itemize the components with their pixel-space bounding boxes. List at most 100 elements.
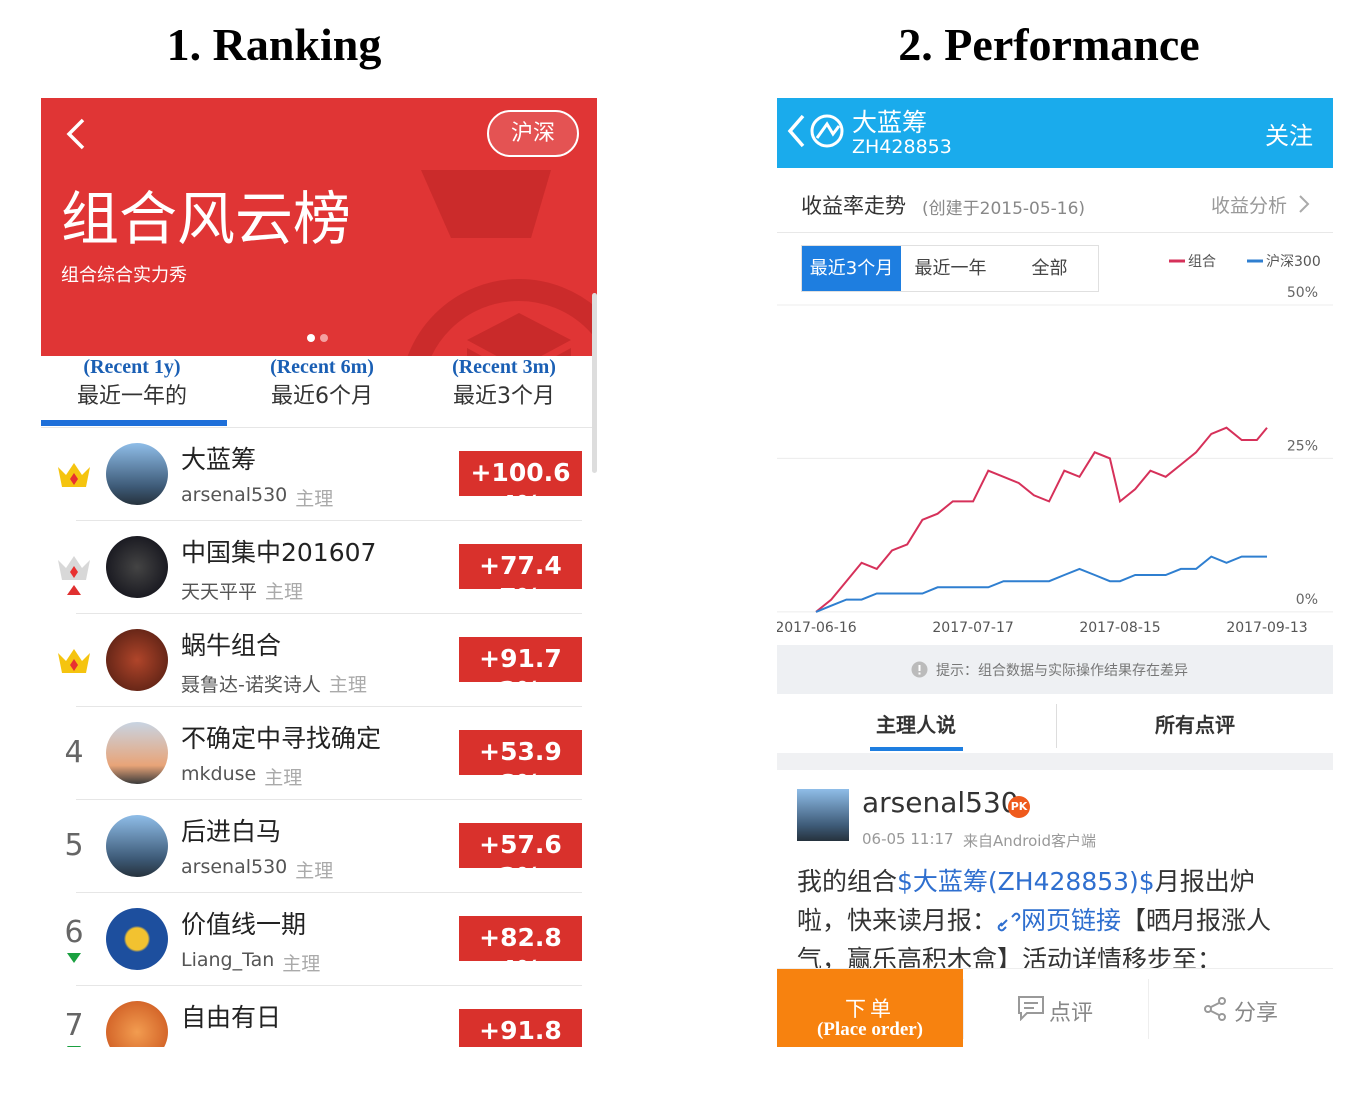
info-icon xyxy=(911,661,928,678)
section-title: 收益率走势 xyxy=(801,194,906,218)
rank-number: 5 xyxy=(64,828,84,863)
range-tab[interactable]: 最近一年 xyxy=(914,258,987,279)
post-text-segment: 【晒月报涨人气，赢乐高积木盒】活动详情移步至： xyxy=(797,906,1272,972)
heading: 2. Performance xyxy=(898,19,1200,70)
portfolio-name: 大蓝筹 xyxy=(181,445,257,474)
manager-name: arsenal530 xyxy=(181,856,288,878)
ranking-tab[interactable]: (Recent 3m) 最近3个月 xyxy=(411,356,597,420)
comment-tab[interactable]: 主理人说 xyxy=(876,713,956,737)
divider xyxy=(41,427,597,428)
range-tabs: 最近3个月 最近一年 全部 xyxy=(801,245,1099,292)
notice-bar: 提示：组合数据与实际操作结果存在差异 xyxy=(777,645,1333,694)
ranking-row[interactable]: 4 不确定中寻找确定 mkduse 主理 +53.98% xyxy=(41,707,597,800)
heading: 1. Ranking xyxy=(166,19,382,70)
series-line xyxy=(815,426,1268,613)
tab-label-en: (Recent 6m) xyxy=(270,356,374,378)
ranking-row[interactable]: 7 自由有日 +91.80% xyxy=(41,986,597,1047)
hero-banner: 沪深 组合风云榜 组合综合实力秀 xyxy=(41,98,597,356)
row-divider xyxy=(76,613,582,614)
comment-icon xyxy=(1018,996,1044,1021)
back-icon[interactable] xyxy=(787,114,805,148)
rank-number: 7 xyxy=(64,1008,84,1043)
post-text-segment: 月报出炉啦，快来读月报： xyxy=(797,867,1255,935)
row-divider xyxy=(76,799,582,800)
row-divider xyxy=(76,985,582,986)
link-shape xyxy=(997,912,1021,932)
notice-text: 提示：组合数据与实际操作结果存在差异 xyxy=(936,663,1188,679)
manager-name: Liang_Tan xyxy=(181,949,275,971)
crown-gem xyxy=(70,566,78,578)
change-badge: +91.72% xyxy=(459,637,582,682)
tab-indicator xyxy=(870,747,963,751)
x-tick-label: 2017-09-13 xyxy=(1226,620,1307,636)
share-icon xyxy=(1204,997,1226,1021)
header-icons xyxy=(787,114,844,148)
portfolio-code: ZH428853 xyxy=(852,136,952,158)
hero-title: 组合风云榜 xyxy=(61,185,352,253)
comment-button[interactable]: 点评 xyxy=(1049,1001,1094,1026)
row-divider xyxy=(76,892,582,893)
section-header: 收益率走势 (创建于2015-05-16) 收益分析 xyxy=(777,168,1333,233)
ranking-row[interactable]: 大蓝筹 arsenal530 主理 +100.64% xyxy=(41,428,597,521)
author-name[interactable]: arsenal530 xyxy=(862,786,1019,819)
ranking-row[interactable]: 5 后进白马 arsenal530 主理 +57.62% xyxy=(41,800,597,893)
trend-arrow xyxy=(67,953,81,963)
order-button[interactable]: 下单 (Place order) xyxy=(777,969,963,1047)
tab-label: 最近一年的 xyxy=(76,384,187,409)
crown-gem xyxy=(70,473,78,485)
post-source: 来自Android客户端 xyxy=(963,832,1096,850)
performance-screen: 大蓝筹 ZH428853 关注 收益率走势 (创建于2015-05-16) 收益… xyxy=(777,98,1333,1047)
portfolio-name: 蜗牛组合 xyxy=(181,631,282,660)
manager-role: 主理 xyxy=(328,674,367,696)
crown-gem xyxy=(70,659,78,671)
analysis-link[interactable]: 收益分析 xyxy=(1210,195,1287,217)
author-avatar xyxy=(797,789,849,841)
tab-label: 最近3个月 xyxy=(453,384,555,409)
manager-name: 天天平平 xyxy=(181,581,258,603)
manager-role: 主理 xyxy=(282,953,321,975)
portfolio-name: 大蓝筹 xyxy=(852,108,928,137)
scrollbar xyxy=(592,293,597,473)
range-tab[interactable]: 全部 xyxy=(1031,258,1068,279)
avatar xyxy=(106,1001,168,1047)
ranking-row[interactable]: 6 价值线一期 Liang_Tan 主理 +82.84% xyxy=(41,893,597,986)
crown-icon xyxy=(58,649,90,673)
ranking-tab[interactable]: (Recent 1y) 最近一年的 xyxy=(41,356,225,420)
manager-role: 主理 xyxy=(295,488,334,510)
avatar xyxy=(106,443,168,505)
separator xyxy=(777,753,1333,770)
avatar xyxy=(106,722,168,784)
range-tab[interactable]: 最近3个月 xyxy=(802,246,901,291)
portfolio-name: 自由有日 xyxy=(181,1003,282,1032)
comment-tab[interactable]: 所有点评 xyxy=(1155,713,1235,737)
post-link[interactable]: 网页链接 xyxy=(1021,906,1122,935)
post-text: 我的组合$大蓝筹(ZH428853)$月报出炉啦，快来读月报： 网页链接【晒月报涨… xyxy=(797,862,1297,972)
change-badge: +91.80% xyxy=(459,1009,582,1047)
share-button[interactable]: 分享 xyxy=(1234,1001,1279,1026)
manager-name: 聂鲁达-诺奖诗人 xyxy=(181,674,321,696)
portfolio-name: 不确定中寻找确定 xyxy=(181,724,382,753)
portfolio-name: 中国集中201607 xyxy=(181,538,377,567)
post-link[interactable]: $大蓝筹(ZH428853)$ xyxy=(897,867,1155,896)
tab-indicator xyxy=(41,420,227,426)
market-button[interactable]: 沪深 xyxy=(487,110,579,157)
pk-badge: PK xyxy=(1008,796,1030,818)
crown-icon xyxy=(58,463,90,487)
divider xyxy=(1056,704,1057,748)
post-text-segment: 我的组合 xyxy=(797,867,898,896)
rank-number: 4 xyxy=(64,735,84,770)
x-tick-label: 2017-06-16 xyxy=(777,620,857,636)
hero-subtitle: 组合综合实力秀 xyxy=(61,265,187,286)
order-label: 下单 xyxy=(845,997,895,1021)
manager-role: 主理 xyxy=(295,860,334,882)
ranking-tab[interactable]: (Recent 6m) 最近6个月 xyxy=(229,356,415,420)
change-badge: +57.62% xyxy=(459,823,582,868)
y-tick-label: 0% xyxy=(1296,592,1318,608)
app-header: 大蓝筹 ZH428853 关注 xyxy=(777,98,1333,168)
manager-role: 主理 xyxy=(265,581,304,603)
x-tick-label: 2017-07-17 xyxy=(932,620,1013,636)
follow-button[interactable]: 关注 xyxy=(1265,122,1313,150)
back-icon[interactable] xyxy=(66,118,85,150)
